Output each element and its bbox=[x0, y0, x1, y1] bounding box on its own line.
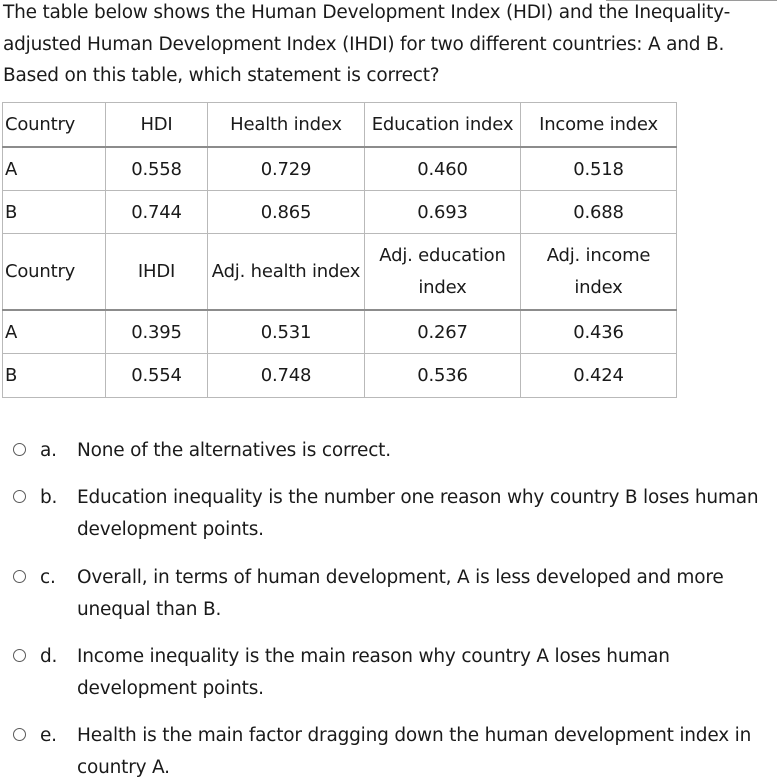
top-border-line bbox=[606, 0, 777, 1]
table-header-row-ihdi: Country IHDI Adj. health index Adj. educ… bbox=[2, 233, 677, 311]
question-text: The table below shows the Human Developm… bbox=[3, 2, 731, 86]
header-adj-health-index: Adj. health index bbox=[207, 233, 365, 311]
cell-adj-health-index: 0.748 bbox=[207, 353, 365, 398]
option-letter: a. bbox=[40, 440, 57, 461]
cell-country: A bbox=[2, 309, 106, 354]
cell-income-index: 0.518 bbox=[520, 146, 677, 191]
table-row: B 0.554 0.748 0.536 0.424 bbox=[2, 353, 677, 398]
header-income-index: Income index bbox=[520, 102, 677, 148]
cell-health-index: 0.729 bbox=[207, 146, 365, 191]
cell-adj-health-index: 0.531 bbox=[207, 309, 365, 354]
option-letter: b. bbox=[40, 487, 58, 508]
radio-button-e[interactable] bbox=[13, 728, 26, 741]
option-text: Income inequality is the main reason why… bbox=[77, 646, 670, 699]
radio-button-d[interactable] bbox=[13, 649, 26, 662]
option-text: None of the alternatives is correct. bbox=[77, 440, 391, 461]
header-health-index: Health index bbox=[207, 102, 365, 148]
cell-education-index: 0.460 bbox=[364, 146, 521, 191]
cell-country: B bbox=[2, 353, 106, 398]
option-letter: c. bbox=[40, 567, 56, 588]
cell-hdi: 0.744 bbox=[105, 190, 208, 234]
table-row: A 0.395 0.531 0.267 0.436 bbox=[2, 309, 677, 354]
cell-adj-income-index: 0.436 bbox=[520, 309, 677, 354]
header-adj-education-index: Adj. education index bbox=[364, 233, 521, 311]
cell-ihdi: 0.395 bbox=[105, 309, 208, 354]
cell-country: A bbox=[2, 146, 106, 191]
header-adj-income-index: Adj. income index bbox=[520, 233, 677, 311]
cell-adj-education-index: 0.267 bbox=[364, 309, 521, 354]
option-text: Overall, in terms of human development, … bbox=[77, 567, 724, 620]
cell-ihdi: 0.554 bbox=[105, 353, 208, 398]
radio-button-b[interactable] bbox=[13, 490, 26, 503]
table-row: B 0.744 0.865 0.693 0.688 bbox=[2, 190, 677, 234]
cell-hdi: 0.558 bbox=[105, 146, 208, 191]
option-letter: e. bbox=[40, 725, 57, 746]
table-row: A 0.558 0.729 0.460 0.518 bbox=[2, 146, 677, 191]
cell-adj-income-index: 0.424 bbox=[520, 353, 677, 398]
option-text: Education inequality is the number one r… bbox=[77, 487, 759, 540]
option-letter: d. bbox=[40, 646, 58, 667]
radio-button-a[interactable] bbox=[13, 443, 26, 456]
cell-health-index: 0.865 bbox=[207, 190, 365, 234]
header-country: Country bbox=[2, 102, 106, 148]
cell-education-index: 0.693 bbox=[364, 190, 521, 234]
table-header-row: Country HDI Health index Education index… bbox=[2, 102, 677, 148]
cell-adj-education-index: 0.536 bbox=[364, 353, 521, 398]
header-country: Country bbox=[2, 233, 106, 311]
header-hdi: HDI bbox=[105, 102, 208, 148]
header-ihdi: IHDI bbox=[105, 233, 208, 311]
hdi-table: Country HDI Health index Education index… bbox=[2, 102, 677, 398]
header-education-index: Education index bbox=[364, 102, 521, 148]
cell-income-index: 0.688 bbox=[520, 190, 677, 234]
cell-country: B bbox=[2, 190, 106, 234]
option-text: Health is the main factor dragging down … bbox=[77, 725, 752, 778]
radio-button-c[interactable] bbox=[13, 570, 26, 583]
